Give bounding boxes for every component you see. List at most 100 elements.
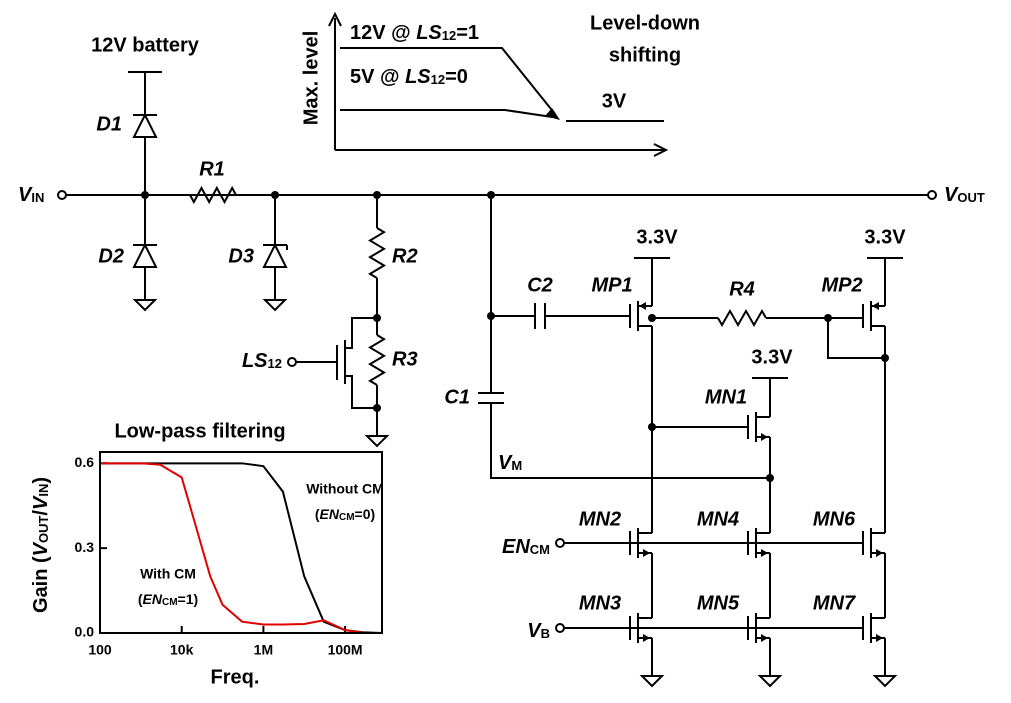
- x-tick-label: 10k: [170, 642, 194, 658]
- ls-main: LS: [242, 350, 268, 372]
- fet-arrow: [876, 634, 883, 642]
- annotation: (ENCM=0): [315, 506, 375, 523]
- mn5-label: MN5: [697, 592, 740, 614]
- c1-label: C1: [444, 386, 470, 408]
- fet-arrow: [761, 549, 768, 557]
- supply-label: 3.3V: [636, 226, 678, 248]
- mn1-label: MN1: [705, 386, 747, 408]
- junction: [766, 474, 774, 482]
- vout-label: VOUT: [944, 184, 985, 206]
- y-label-sub: IN: [36, 484, 51, 497]
- ground: [132, 299, 158, 312]
- inset-text: 5V @: [350, 66, 405, 88]
- diode: [132, 242, 158, 268]
- wire: [490, 403, 770, 479]
- fet-arrow: [639, 302, 646, 310]
- wire: [328, 11, 342, 27]
- inset-text: 12V @: [350, 22, 416, 44]
- wire: [653, 143, 669, 157]
- x-axis-label: Freq.: [211, 666, 260, 688]
- y-tick-label: 0.0: [75, 624, 95, 640]
- inset-arrow: [545, 108, 560, 120]
- port: [57, 190, 67, 200]
- fet-arrow: [761, 634, 768, 642]
- y-tick-label: 0.6: [75, 454, 95, 470]
- annotation: (ENCM=1): [138, 591, 198, 608]
- vin-main: V: [18, 184, 33, 206]
- ground: [872, 675, 898, 688]
- y-label-part: V: [30, 495, 52, 510]
- inset-12v: 12V @ LS12=1: [350, 22, 479, 44]
- port: [287, 357, 297, 367]
- inset-title: Level-down: [590, 12, 700, 34]
- vout-main: V: [944, 184, 959, 206]
- vm-main: V: [498, 452, 513, 474]
- junction: [271, 191, 279, 199]
- diode: [262, 242, 288, 268]
- y-tick-label: 0.3: [75, 539, 95, 555]
- plot-title: Low-pass filtering: [114, 420, 285, 442]
- wire: [345, 375, 377, 409]
- annotation-sub: CM: [162, 597, 178, 608]
- plot-frame: [99, 451, 383, 634]
- inset-sub: 12: [442, 28, 456, 43]
- r4-label: R4: [729, 278, 755, 300]
- inset-text: =0: [445, 66, 468, 88]
- vb-main: V: [527, 620, 542, 642]
- r1-label: R1: [199, 158, 225, 180]
- ls-label: LS12: [242, 350, 282, 372]
- annotation: With CM: [140, 566, 196, 582]
- r3-label: R3: [392, 348, 418, 370]
- inset-text: LS: [416, 22, 442, 44]
- vm-sub: M: [511, 458, 522, 473]
- fet-arrow: [876, 549, 883, 557]
- d3-label: D3: [228, 245, 254, 267]
- diode: [132, 112, 158, 138]
- y-label-part: ): [30, 477, 52, 484]
- vb-label: VB: [527, 620, 550, 642]
- annotation-part: EN: [320, 506, 340, 522]
- gain-plot: Low-pass filtering Freq. Gain (VOUT/VIN)…: [30, 420, 384, 688]
- port: [927, 190, 937, 200]
- wire: [340, 109, 553, 118]
- vin-label: VIN: [18, 184, 44, 206]
- ground: [639, 675, 665, 688]
- annotation-part: =1): [178, 591, 199, 607]
- d1-label: D1: [96, 113, 122, 135]
- mp1-label: MP1: [591, 274, 632, 296]
- y-axis-label: Gain (VOUT/VIN): [30, 477, 52, 613]
- vout-sub: OUT: [957, 190, 985, 205]
- wire: [340, 47, 556, 115]
- annotation-part: (: [315, 506, 320, 522]
- port: [555, 623, 565, 633]
- wire: [368, 227, 386, 279]
- wire: [717, 308, 767, 328]
- gain-curve: [100, 462, 382, 634]
- inset-y-label: Max. level: [300, 31, 322, 126]
- inset-sub: 12: [431, 72, 445, 87]
- inset-text: LS: [405, 66, 431, 88]
- x-tick-label: 100: [88, 642, 112, 658]
- annotation: Without CM: [306, 481, 384, 497]
- x-tick-label: 100M: [328, 642, 363, 658]
- ground: [757, 675, 783, 688]
- r2-label: R2: [392, 245, 418, 267]
- battery-label: 12V battery: [91, 34, 200, 56]
- fet-arrow: [761, 433, 768, 441]
- en-main: EN: [502, 536, 530, 558]
- wire: [827, 318, 885, 359]
- fet-arrow: [872, 302, 879, 310]
- d2-label: D2: [98, 245, 124, 267]
- en-sub: CM: [530, 542, 550, 557]
- annotation-part: =0): [355, 506, 376, 522]
- en-label: ENCM: [502, 536, 550, 558]
- x-tick-label: 1M: [254, 642, 273, 658]
- junction: [881, 354, 889, 362]
- y-label-part: /: [30, 510, 52, 516]
- ls-sub: 12: [268, 356, 282, 371]
- port: [555, 538, 565, 548]
- vm-label: VM: [498, 452, 522, 474]
- wire: [368, 334, 386, 386]
- level-inset: Max. level 12V @ LS12=1 5V @ LS12=0 Leve…: [300, 12, 700, 125]
- supply-label: 3.3V: [751, 346, 793, 368]
